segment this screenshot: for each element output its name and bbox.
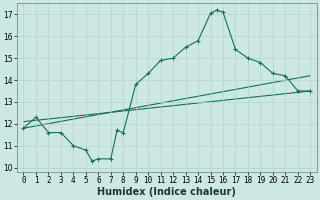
X-axis label: Humidex (Indice chaleur): Humidex (Indice chaleur) xyxy=(98,187,236,197)
